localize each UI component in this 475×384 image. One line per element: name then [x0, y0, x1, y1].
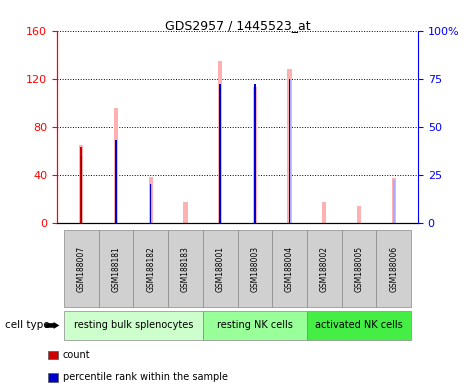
Bar	[254, 84, 256, 223]
Text: GDS2957 / 1445523_at: GDS2957 / 1445523_at	[165, 19, 310, 32]
Bar	[219, 84, 221, 223]
Bar	[168, 230, 203, 307]
Text: GSM188182: GSM188182	[146, 246, 155, 292]
Bar	[219, 84, 221, 223]
Bar	[64, 311, 203, 340]
Bar	[150, 184, 152, 223]
Bar	[254, 84, 256, 223]
Bar	[115, 140, 117, 223]
Text: resting NK cells: resting NK cells	[217, 320, 293, 331]
Bar	[238, 230, 272, 307]
Bar	[183, 202, 188, 223]
Text: count: count	[63, 350, 90, 360]
Bar	[307, 230, 342, 307]
Bar	[80, 147, 82, 223]
Bar	[80, 156, 82, 223]
Text: GSM188181: GSM188181	[112, 246, 121, 292]
Bar	[79, 145, 84, 223]
Text: cell type: cell type	[5, 320, 49, 331]
Text: GSM188183: GSM188183	[181, 246, 190, 292]
Bar	[272, 230, 307, 307]
Bar	[64, 230, 99, 307]
Text: GSM188003: GSM188003	[250, 246, 259, 292]
Bar	[288, 79, 291, 223]
Text: GSM188006: GSM188006	[389, 246, 398, 292]
Bar	[357, 206, 361, 223]
Bar	[307, 311, 411, 340]
Bar	[203, 230, 238, 307]
Bar	[342, 230, 376, 307]
Bar	[114, 108, 118, 223]
Text: GSM188001: GSM188001	[216, 246, 225, 292]
Bar	[81, 156, 82, 223]
Bar	[376, 230, 411, 307]
Bar	[289, 79, 290, 223]
Bar	[287, 69, 292, 223]
Text: GSM188002: GSM188002	[320, 246, 329, 292]
Bar	[150, 184, 152, 223]
Bar	[203, 311, 307, 340]
Bar	[149, 177, 153, 223]
Text: percentile rank within the sample: percentile rank within the sample	[63, 372, 228, 382]
Text: resting bulk splenocytes: resting bulk splenocytes	[74, 320, 193, 331]
Text: GSM188004: GSM188004	[285, 246, 294, 292]
Bar	[115, 140, 117, 223]
Bar	[391, 178, 396, 223]
Bar	[99, 230, 133, 307]
Bar	[393, 180, 395, 223]
Bar	[133, 230, 168, 307]
Bar	[218, 61, 222, 223]
Text: GSM188005: GSM188005	[354, 246, 363, 292]
Text: GSM188007: GSM188007	[77, 246, 86, 292]
Bar	[253, 87, 257, 223]
Text: activated NK cells: activated NK cells	[315, 320, 403, 331]
Bar	[322, 202, 326, 223]
